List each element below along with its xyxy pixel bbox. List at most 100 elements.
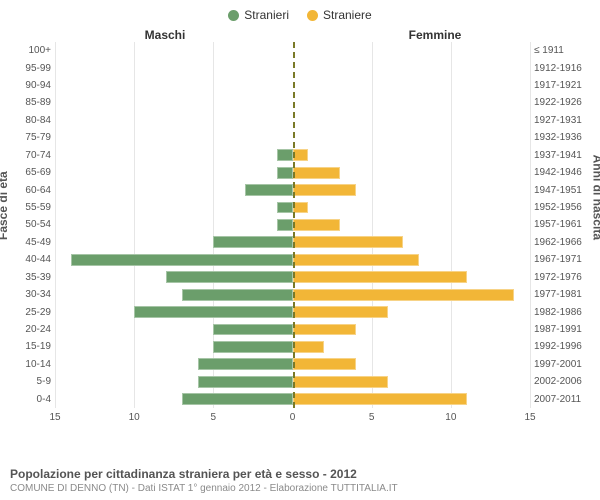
female-bar — [293, 324, 356, 336]
birth-year-label: 1947-1951 — [534, 185, 590, 196]
female-half — [293, 45, 531, 57]
x-tick-label: 5 — [369, 412, 375, 423]
male-bar — [166, 271, 293, 283]
male-bar — [182, 393, 293, 405]
birth-year-label: 1972-1976 — [534, 272, 590, 283]
male-bar — [277, 149, 293, 161]
legend-female: Straniere — [307, 8, 372, 22]
grid-line — [530, 42, 531, 408]
col-title-left: Maschi — [0, 28, 300, 42]
female-half — [293, 219, 531, 231]
female-half — [293, 324, 531, 336]
female-half — [293, 184, 531, 196]
female-bar — [293, 358, 356, 370]
legend-male-swatch — [228, 10, 239, 21]
x-tick-label: 10 — [129, 412, 140, 423]
male-half — [55, 393, 293, 405]
male-half — [55, 97, 293, 109]
female-half — [293, 236, 531, 248]
x-axis: 15105051015 — [55, 412, 530, 428]
female-bar — [293, 184, 356, 196]
male-bar — [71, 254, 293, 266]
age-label: 80-84 — [11, 115, 51, 126]
female-half — [293, 62, 531, 74]
female-half — [293, 114, 531, 126]
age-label: 30-34 — [11, 289, 51, 300]
y-right-axis-title: Anni di nascita — [590, 155, 600, 240]
male-bar — [245, 184, 293, 196]
male-bar — [277, 219, 293, 231]
female-bar — [293, 149, 309, 161]
plot-area: Fasce di età Anni di nascita 100+≤ 19119… — [0, 42, 600, 438]
male-half — [55, 236, 293, 248]
birth-year-label: 1997-2001 — [534, 359, 590, 370]
female-bar — [293, 271, 467, 283]
male-bar — [277, 202, 293, 214]
age-label: 55-59 — [11, 202, 51, 213]
male-bar — [277, 167, 293, 179]
male-half — [55, 219, 293, 231]
female-half — [293, 341, 531, 353]
x-tick-label: 10 — [445, 412, 456, 423]
birth-year-label: 2002-2006 — [534, 376, 590, 387]
column-titles: Maschi Femmine — [0, 28, 600, 42]
female-half — [293, 80, 531, 92]
birth-year-label: 1942-1946 — [534, 167, 590, 178]
female-bar — [293, 341, 325, 353]
col-title-right: Femmine — [300, 28, 600, 42]
male-half — [55, 62, 293, 74]
male-bar — [213, 341, 292, 353]
y-left-axis-title: Fasce di età — [0, 171, 10, 240]
female-half — [293, 149, 531, 161]
male-half — [55, 254, 293, 266]
female-bar — [293, 393, 467, 405]
age-label: 10-14 — [11, 359, 51, 370]
female-half — [293, 289, 531, 301]
x-tick-label: 5 — [211, 412, 217, 423]
female-half — [293, 254, 531, 266]
female-half — [293, 376, 531, 388]
age-label: 40-44 — [11, 254, 51, 265]
birth-year-label: 1967-1971 — [534, 254, 590, 265]
age-label: 25-29 — [11, 307, 51, 318]
x-tick-label: 15 — [49, 412, 60, 423]
age-label: 65-69 — [11, 167, 51, 178]
male-half — [55, 202, 293, 214]
female-half — [293, 393, 531, 405]
female-half — [293, 202, 531, 214]
age-label: 50-54 — [11, 219, 51, 230]
male-bar — [213, 324, 292, 336]
chart-title: Popolazione per cittadinanza straniera p… — [10, 467, 590, 481]
male-half — [55, 324, 293, 336]
female-bar — [293, 254, 420, 266]
female-bar — [293, 202, 309, 214]
male-half — [55, 376, 293, 388]
male-half — [55, 184, 293, 196]
male-half — [55, 167, 293, 179]
birth-year-label: 1987-1991 — [534, 324, 590, 335]
legend: Stranieri Straniere — [0, 0, 600, 22]
female-bar — [293, 376, 388, 388]
birth-year-label: 1982-1986 — [534, 307, 590, 318]
birth-year-label: 1912-1916 — [534, 63, 590, 74]
age-label: 35-39 — [11, 272, 51, 283]
birth-year-label: 1917-1921 — [534, 80, 590, 91]
birth-year-label: 1977-1981 — [534, 289, 590, 300]
x-tick-label: 0 — [290, 412, 296, 423]
female-half — [293, 358, 531, 370]
legend-male: Stranieri — [228, 8, 289, 22]
legend-male-label: Stranieri — [244, 8, 289, 22]
male-bar — [198, 376, 293, 388]
birth-year-label: 1937-1941 — [534, 150, 590, 161]
male-half — [55, 306, 293, 318]
age-label: 0-4 — [11, 394, 51, 405]
female-bar — [293, 167, 341, 179]
female-bar — [293, 219, 341, 231]
male-half — [55, 341, 293, 353]
birth-year-label: 1927-1931 — [534, 115, 590, 126]
birth-year-label: 1952-1956 — [534, 202, 590, 213]
female-half — [293, 167, 531, 179]
birth-year-label: 1962-1966 — [534, 237, 590, 248]
female-bar — [293, 289, 515, 301]
female-half — [293, 271, 531, 283]
